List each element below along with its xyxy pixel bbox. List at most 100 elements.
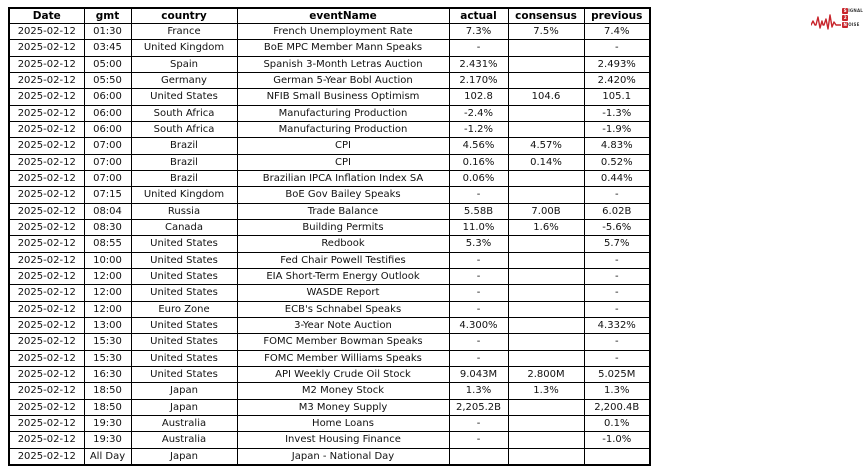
cell-gmt: 06:00 [83, 104, 132, 122]
cell-eventName: EIA Short-Term Energy Outlook [236, 267, 450, 286]
cell-previous: - [583, 39, 651, 57]
cell-consensus [507, 284, 585, 302]
cell-consensus [507, 55, 585, 73]
cell-actual: - [448, 349, 509, 367]
cell-eventName: French Unemployment Rate [236, 22, 450, 41]
cell-Date: 2025-02-12 [8, 104, 85, 122]
table-row: 2025-02-12 07:00 Brazil Brazilian IPCA Infl… [8, 169, 651, 188]
cell-previous: -1.3% [583, 104, 651, 122]
header-event-name: eventName [236, 7, 450, 24]
table-row: 2025-02-12 13:00 United States 3-Year Note … [8, 316, 651, 335]
cell-actual: 4.56% [448, 137, 509, 155]
cell-country: United States [130, 235, 238, 253]
cell-eventName: M2 Money Stock [236, 382, 450, 400]
cell-previous: 2,200.4B [583, 398, 651, 416]
cell-consensus [507, 186, 585, 204]
cell-consensus [507, 104, 585, 122]
heartbeat-waveform-icon [811, 14, 842, 30]
cell-consensus [507, 431, 585, 449]
cell-previous: 5.7% [583, 235, 651, 253]
cell-Date: 2025-02-12 [8, 300, 85, 318]
cell-previous: 1.3% [583, 382, 651, 400]
cell-country: United States [130, 365, 238, 384]
cell-previous: - [583, 349, 651, 367]
cell-eventName: BoE Gov Bailey Speaks [236, 186, 450, 204]
cell-consensus: 4.57% [507, 137, 585, 155]
cell-country: United Kingdom [130, 39, 238, 57]
cell-eventName: Brazilian IPCA Inflation Index SA [236, 169, 450, 188]
cell-country: Japan [130, 398, 238, 416]
table-row: 2025-02-12 12:00 United States EIA Short-Te… [8, 267, 651, 286]
cell-country: Russia [130, 202, 238, 220]
cell-gmt: 12:00 [83, 267, 132, 286]
cell-country: France [130, 22, 238, 41]
cell-country: United States [130, 349, 238, 367]
cell-gmt: 05:50 [83, 71, 132, 90]
cell-gmt: 06:00 [83, 120, 132, 139]
table-row: 2025-02-12 08:30 Canada Building Permits 11.… [8, 218, 651, 237]
logo-letter-box: 2 [842, 14, 849, 21]
cell-country: United States [130, 316, 238, 335]
cell-eventName: Home Loans [236, 414, 450, 433]
cell-previous: - [583, 267, 651, 286]
cell-consensus [507, 71, 585, 90]
cell-country: Brazil [130, 137, 238, 155]
cell-previous: 4.332% [583, 316, 651, 335]
cell-gmt: All Day [83, 447, 132, 466]
table-row: 2025-02-12 15:30 United States FOMC Member … [8, 333, 651, 351]
cell-Date: 2025-02-12 [8, 153, 85, 171]
header-consensus: consensus [507, 7, 585, 24]
cell-Date: 2025-02-12 [8, 365, 85, 384]
event-table-body: 2025-02-12 01:30 France French Unemployment… [8, 22, 651, 466]
cell-actual: - [448, 186, 509, 204]
cell-actual: - [448, 414, 509, 433]
cell-previous: 2.493% [583, 55, 651, 73]
cell-gmt: 15:30 [83, 349, 132, 367]
cell-Date: 2025-02-12 [8, 55, 85, 73]
table-row: 2025-02-12 18:50 Japan M2 Money Stock 1.3% 1.… [8, 382, 651, 400]
cell-actual: 2.431% [448, 55, 509, 73]
cell-country: Spain [130, 55, 238, 73]
cell-consensus [507, 39, 585, 57]
cell-consensus: 1.6% [507, 218, 585, 237]
cell-gmt: 08:04 [83, 202, 132, 220]
cell-gmt: 18:50 [83, 382, 132, 400]
header-date: Date [8, 7, 85, 24]
table-row: 2025-02-12 19:30 Australia Invest Housing F… [8, 431, 651, 449]
cell-actual: 7.3% [448, 22, 509, 41]
cell-Date: 2025-02-12 [8, 251, 85, 269]
logo-line-signal: S IGNAL [842, 7, 863, 14]
cell-consensus [507, 235, 585, 253]
cell-previous: -1.0% [583, 431, 651, 449]
cell-consensus: 2.800M [507, 365, 585, 384]
cell-eventName: Spanish 3-Month Letras Auction [236, 55, 450, 73]
cell-actual: - [448, 300, 509, 318]
cell-previous: - [583, 186, 651, 204]
table-header: Date gmt country eventName actual consen… [8, 7, 651, 24]
table-row: 2025-02-12 18:50 Japan M3 Money Supply 2,205… [8, 398, 651, 416]
cell-actual: 4.300% [448, 316, 509, 335]
table-row: 2025-02-12 03:45 United Kingdom BoE MPC Mem… [8, 39, 651, 57]
cell-previous: 0.44% [583, 169, 651, 188]
table-row: 2025-02-12 12:00 United States WASDE Report… [8, 284, 651, 302]
logo-wordmark: S IGNAL 2 N OISE [842, 7, 863, 28]
cell-previous: 6.02B [583, 202, 651, 220]
cell-previous: -5.6% [583, 218, 651, 237]
cell-consensus [507, 316, 585, 335]
cell-eventName: Invest Housing Finance [236, 431, 450, 449]
cell-eventName: ECB's Schnabel Speaks [236, 300, 450, 318]
cell-eventName: Redbook [236, 235, 450, 253]
cell-actual: - [448, 39, 509, 57]
cell-gmt: 19:30 [83, 431, 132, 449]
cell-consensus: 0.14% [507, 153, 585, 171]
logo-letter-box: N [842, 21, 849, 28]
cell-previous: 0.1% [583, 414, 651, 433]
cell-consensus [507, 333, 585, 351]
cell-Date: 2025-02-12 [8, 71, 85, 90]
table-row: 2025-02-12 08:04 Russia Trade Balance 5.58B 7… [8, 202, 651, 220]
table-row: 2025-02-12 12:00 Euro Zone ECB's Schnabel S… [8, 300, 651, 318]
cell-Date: 2025-02-12 [8, 137, 85, 155]
cell-previous: - [583, 284, 651, 302]
cell-gmt: 16:30 [83, 365, 132, 384]
table-row: 2025-02-12 05:50 Germany German 5-Year Bobl… [8, 71, 651, 90]
